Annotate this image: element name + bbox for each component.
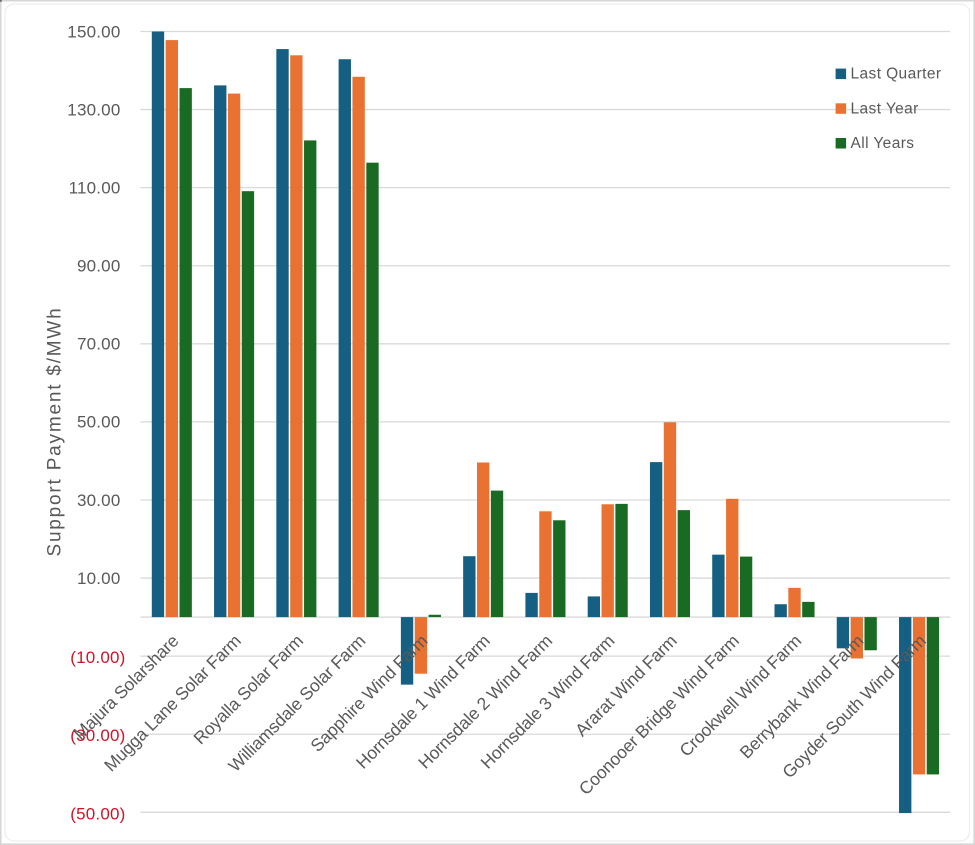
svg-text:130.00: 130.00 — [67, 100, 120, 119]
svg-text:110.00: 110.00 — [69, 178, 121, 197]
svg-text:Last Quarter: Last Quarter — [851, 66, 942, 83]
svg-text:150.00: 150.00 — [67, 22, 120, 41]
svg-text:(10.00): (10.00) — [70, 648, 125, 667]
svg-text:(30.00): (30.00) — [70, 726, 125, 745]
svg-text:(50.00): (50.00) — [70, 804, 125, 823]
svg-text:All Years: All Years — [851, 135, 915, 152]
svg-text:30.00: 30.00 — [77, 491, 121, 510]
svg-text:70.00: 70.00 — [77, 335, 121, 354]
svg-text:Support Payment $/MWh: Support Payment $/MWh — [45, 306, 66, 556]
svg-text:Last Year: Last Year — [851, 100, 919, 117]
svg-text:50.00: 50.00 — [77, 413, 121, 432]
svg-text:10.00: 10.00 — [77, 569, 121, 588]
svg-text:90.00: 90.00 — [77, 257, 121, 276]
